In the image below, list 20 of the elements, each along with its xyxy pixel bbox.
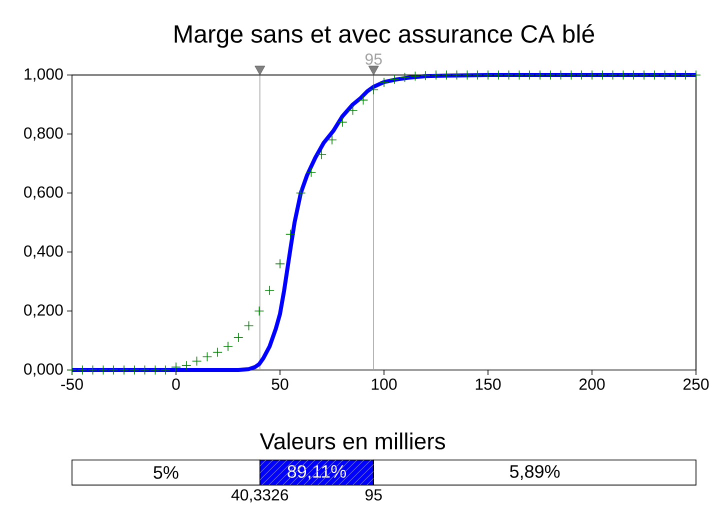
x-tick-label: -50 [61,378,83,390]
y-tick-label: 0,400 [24,245,63,259]
x-tick-label: 50 [272,378,288,390]
text: 5% [154,466,178,479]
x-axis-title: Valeurs en milliers [260,432,446,450]
y-tick-label: 0,200 [24,304,63,318]
y-tick-label: 1,000 [24,68,63,82]
text: 5,89% [510,465,560,480]
x-tick-label: 0 [172,378,180,390]
y-tick-label: 0,000 [24,363,63,377]
y-tick-label: 0,600 [24,186,63,200]
text: 95 [365,489,382,501]
chart-title: Marge sans et avec assurance CA blé [174,24,594,48]
x-tick-label: 250 [683,378,709,390]
x-tick-label: 150 [476,378,501,390]
x-tick-label: 200 [579,378,605,390]
y-tick-label: 0,800 [24,127,63,141]
text: 40,3326 [231,489,288,502]
ref-line-label: 95 [365,53,382,65]
x-tick-label: 100 [372,378,397,390]
